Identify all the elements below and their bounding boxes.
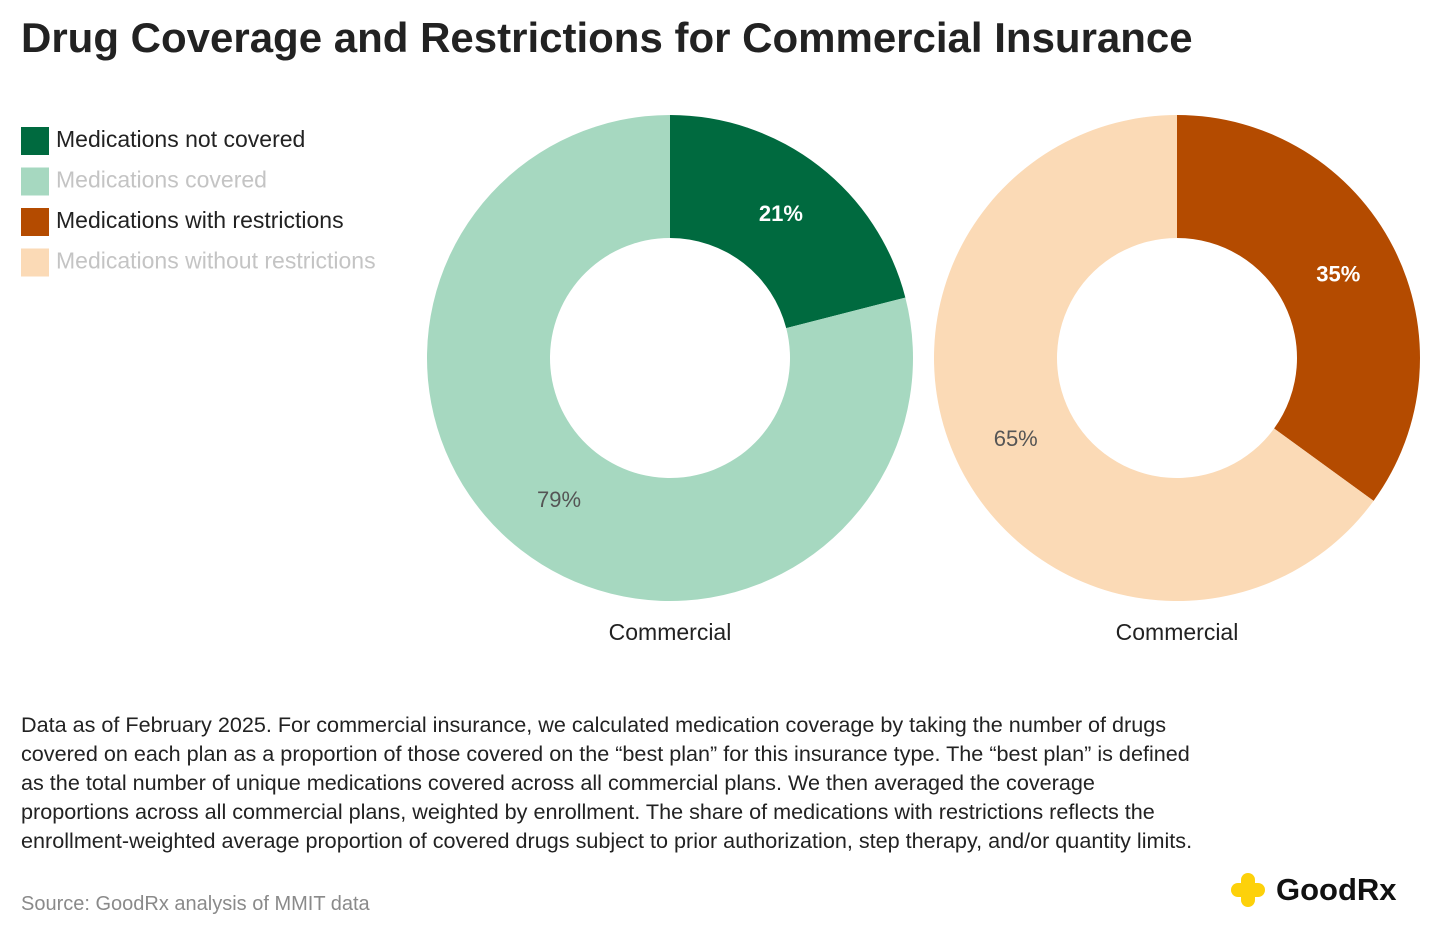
data-label: 79% bbox=[537, 487, 581, 512]
legend-swatch bbox=[21, 127, 49, 155]
legend-label: Medications with restrictions bbox=[56, 207, 344, 233]
chart-title: Drug Coverage and Restrictions for Comme… bbox=[21, 14, 1193, 61]
data-label: 35% bbox=[1316, 262, 1360, 287]
legend-swatch bbox=[21, 167, 49, 196]
logo-text: GoodRx bbox=[1276, 872, 1397, 907]
logo-icon bbox=[1231, 873, 1265, 907]
donut-slice bbox=[1177, 115, 1420, 501]
footnote: Data as of February 2025. For commercial… bbox=[21, 712, 1193, 853]
source: Source: GoodRx analysis of MMIT data bbox=[21, 893, 370, 915]
data-label: 65% bbox=[994, 426, 1038, 451]
donut-slice bbox=[933, 115, 1374, 601]
data-label: 21% bbox=[759, 201, 803, 226]
donut-label: Commercial bbox=[609, 619, 732, 645]
legend-swatch bbox=[21, 248, 49, 277]
legend-swatch bbox=[21, 208, 49, 236]
logo: GoodRx bbox=[1230, 872, 1397, 908]
donut-slice bbox=[670, 115, 906, 329]
chart: Medications not covered Medications cover… bbox=[21, 115, 1420, 645]
legend-label: Medications covered bbox=[56, 167, 267, 193]
legend-label: Medications without restrictions bbox=[56, 248, 376, 274]
donut-label: Commercial bbox=[1116, 619, 1239, 645]
legend-label: Medications not covered bbox=[56, 126, 305, 152]
donut-slice bbox=[427, 115, 913, 601]
